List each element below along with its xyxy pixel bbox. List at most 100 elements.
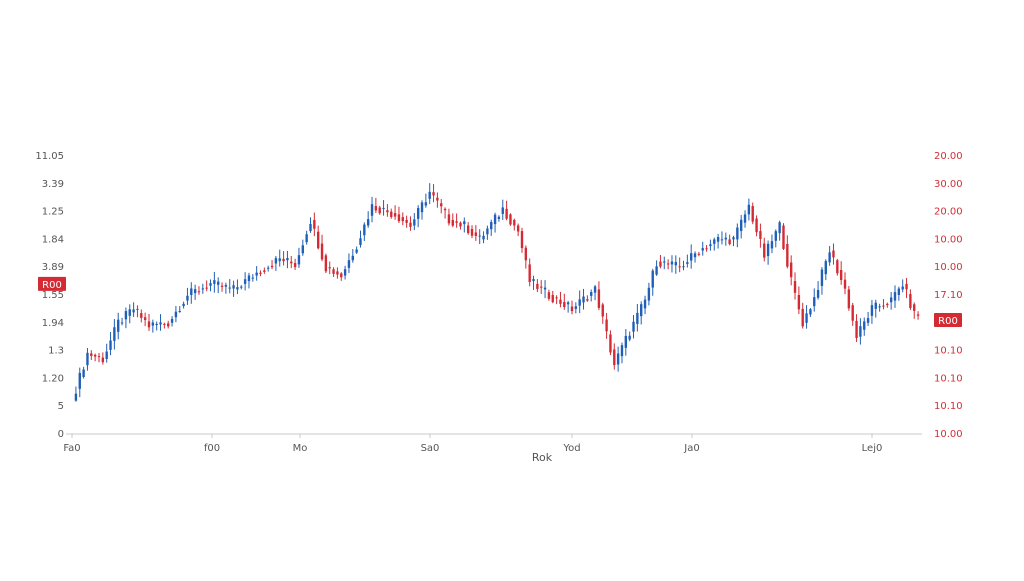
candle-body <box>313 220 315 229</box>
right-tick-label: 10.00 <box>934 429 963 440</box>
candle-body <box>344 269 346 275</box>
candle-body <box>213 280 215 284</box>
candle-body <box>75 394 77 401</box>
candle-body <box>325 255 327 271</box>
candle-body <box>575 306 577 309</box>
candle-body <box>352 256 354 260</box>
candle-body <box>832 251 834 258</box>
candle-body <box>782 226 784 249</box>
right-tick-label: 30.00 <box>934 179 963 190</box>
price-markers: R00 R00 <box>38 277 962 327</box>
candle-body <box>90 353 92 356</box>
candle-body <box>748 205 750 215</box>
candle-body <box>221 286 223 287</box>
candle-body <box>294 263 296 267</box>
candle-body <box>179 311 181 312</box>
price-marker-label: R00 <box>938 316 958 327</box>
candle-body <box>902 287 904 290</box>
candle-body <box>436 198 438 201</box>
candle-body <box>205 288 207 289</box>
candle-body <box>98 356 100 357</box>
candle-body <box>559 300 561 304</box>
candle-body <box>475 232 477 235</box>
candle-body <box>525 248 527 261</box>
candle-body <box>486 229 488 235</box>
candle-body <box>786 244 788 267</box>
candle-body <box>225 285 227 287</box>
right-tick-label: 10.10 <box>934 401 963 412</box>
candle-body <box>125 311 127 319</box>
candle-body <box>244 279 246 284</box>
candle-body <box>848 289 850 308</box>
candle-body <box>336 271 338 274</box>
candle-body <box>255 273 257 276</box>
right-tick-label: 10.10 <box>934 373 963 384</box>
candle-body <box>252 278 254 279</box>
candle-body <box>355 250 357 253</box>
candle-body <box>625 336 627 348</box>
candle-body <box>490 222 492 229</box>
candle-body <box>705 248 707 249</box>
candle-body <box>498 217 500 219</box>
candle-body <box>521 231 523 248</box>
candle-body <box>155 324 157 325</box>
candle-body <box>755 219 757 233</box>
candle-body <box>240 287 242 288</box>
candle-body <box>482 236 484 240</box>
candle-body <box>248 275 250 281</box>
candle-body <box>840 270 842 280</box>
left-tick-label: 0 <box>58 429 64 440</box>
candle-body <box>863 321 865 329</box>
left-tick-label: 1.84 <box>42 234 64 245</box>
candle-body <box>171 319 173 323</box>
candle-body <box>236 287 238 289</box>
candle-body <box>740 220 742 231</box>
candle-body <box>586 299 588 300</box>
candle-body <box>202 288 204 289</box>
candle-body <box>867 318 869 323</box>
candle-body <box>359 238 361 245</box>
candle-body <box>905 284 907 289</box>
candle-body <box>890 297 892 302</box>
candle-body <box>421 202 423 212</box>
candle-body <box>648 288 650 301</box>
candle-body <box>175 312 177 318</box>
candle-body <box>721 239 723 240</box>
candle-body <box>767 244 769 256</box>
x-tick-label: Fa0 <box>63 443 80 454</box>
candle-body <box>405 220 407 223</box>
candle-body <box>636 313 638 324</box>
candle-body <box>898 289 900 295</box>
candle-body <box>432 192 434 195</box>
candle-body <box>102 358 104 363</box>
candle-body <box>279 258 281 261</box>
candle-body <box>463 221 465 224</box>
candle-body <box>663 261 665 262</box>
candle-body <box>917 314 919 315</box>
candle-body <box>267 268 269 269</box>
candle-body <box>598 289 600 307</box>
candle-body <box>709 244 711 246</box>
candle-body <box>894 292 896 300</box>
candle-body <box>163 324 165 325</box>
candle-body <box>540 287 542 288</box>
candle-body <box>536 284 538 289</box>
candle-body <box>713 239 715 243</box>
candles <box>75 183 920 402</box>
left-tick-label: 1.3 <box>48 346 64 357</box>
candle-body <box>409 223 411 227</box>
right-axis-ticks: 10.0010.1010.1010.1010.0017.1010.0010.00… <box>934 151 963 440</box>
candle-body <box>725 238 727 240</box>
candle-body <box>425 202 427 205</box>
left-tick-label: 1.94 <box>42 318 64 329</box>
left-tick-label: 1.55 <box>42 290 64 301</box>
right-tick-label: 20.00 <box>934 151 963 162</box>
candle-body <box>659 262 661 267</box>
candle-body <box>844 280 846 289</box>
candle-body <box>528 264 530 282</box>
candle-body <box>571 307 573 312</box>
candle-body <box>452 220 454 226</box>
candle-body <box>117 320 119 332</box>
